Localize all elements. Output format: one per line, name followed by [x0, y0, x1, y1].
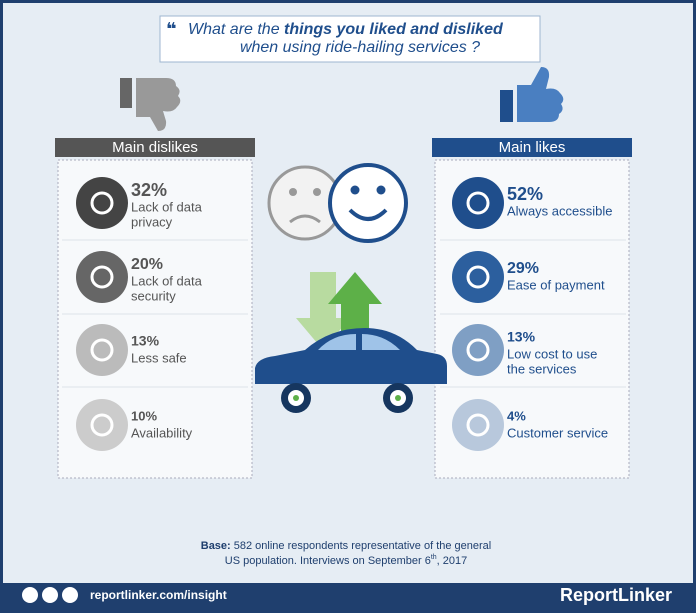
sad-face — [267, 165, 343, 241]
item-icon-inner — [90, 191, 114, 215]
item-percent: 13% — [131, 333, 160, 349]
item-percent: 10% — [131, 408, 157, 423]
title-bold: things you liked and disliked — [284, 21, 504, 38]
dislikes-header-bg — [55, 138, 255, 157]
item-percent: 32% — [131, 180, 167, 200]
title-line2: when using ride-hailing services ? — [240, 39, 480, 56]
base-text: 582 online respondents representative of… — [231, 540, 492, 552]
thumbs-up — [500, 67, 564, 122]
item-percent: 52% — [507, 184, 543, 204]
thumbs-down — [120, 78, 181, 131]
dislikes-header: Main dislikes — [112, 139, 198, 156]
item-icon — [76, 177, 128, 229]
likes-header-bg — [432, 138, 632, 157]
item-icon — [452, 324, 504, 376]
item-icon — [76, 399, 128, 451]
brand-logo: ReportLinker — [560, 585, 672, 605]
base-line1: Base: 582 online respondents representat… — [201, 540, 491, 552]
likes-header: Main likes — [499, 139, 566, 156]
item-icon — [452, 251, 504, 303]
item-icon-inner — [466, 413, 490, 437]
item-label: Low cost to use — [507, 346, 597, 361]
base-end: , 2017 — [437, 555, 468, 567]
quote-mark: ❝ — [166, 19, 177, 39]
arrow-down — [296, 272, 350, 350]
item-label: security — [131, 288, 176, 303]
item-icon — [76, 251, 128, 303]
title-box — [159, 15, 541, 63]
item-icon-inner — [466, 338, 490, 362]
item-percent: 29% — [507, 260, 539, 277]
item-label: the services — [507, 361, 577, 376]
item-icon-inner — [90, 338, 114, 362]
item-label: Always accessible — [507, 203, 613, 218]
license-icons — [22, 587, 78, 603]
item-icon-inner — [466, 191, 490, 215]
item-percent: 13% — [507, 329, 536, 345]
title: What are the things you liked and dislik… — [188, 21, 504, 38]
base-head: Base: — [201, 540, 231, 552]
footer-url[interactable]: reportlinker.com/insight — [90, 588, 227, 602]
item-icon-inner — [466, 265, 490, 289]
base-sup: th — [431, 554, 437, 561]
item-label: Less safe — [131, 350, 187, 365]
item-icon — [452, 177, 504, 229]
item-label: Lack of data — [131, 273, 203, 288]
item-label: Lack of data — [131, 199, 203, 214]
item-icon — [452, 399, 504, 451]
item-percent: 4% — [507, 408, 526, 423]
title-start: What are the — [188, 21, 284, 38]
happy-face — [328, 163, 408, 243]
item-icon — [76, 324, 128, 376]
item-percent: 20% — [131, 256, 163, 273]
item-label: Availability — [131, 425, 193, 440]
car — [255, 328, 447, 413]
item-label: Ease of payment — [507, 277, 605, 292]
item-icon-inner — [90, 413, 114, 437]
item-label: privacy — [131, 214, 173, 229]
base-text2: US population. Interviews on September 6 — [225, 555, 431, 567]
base-line2: US population. Interviews on September 6… — [225, 554, 468, 567]
item-label: Customer service — [507, 425, 608, 440]
item-icon-inner — [90, 265, 114, 289]
